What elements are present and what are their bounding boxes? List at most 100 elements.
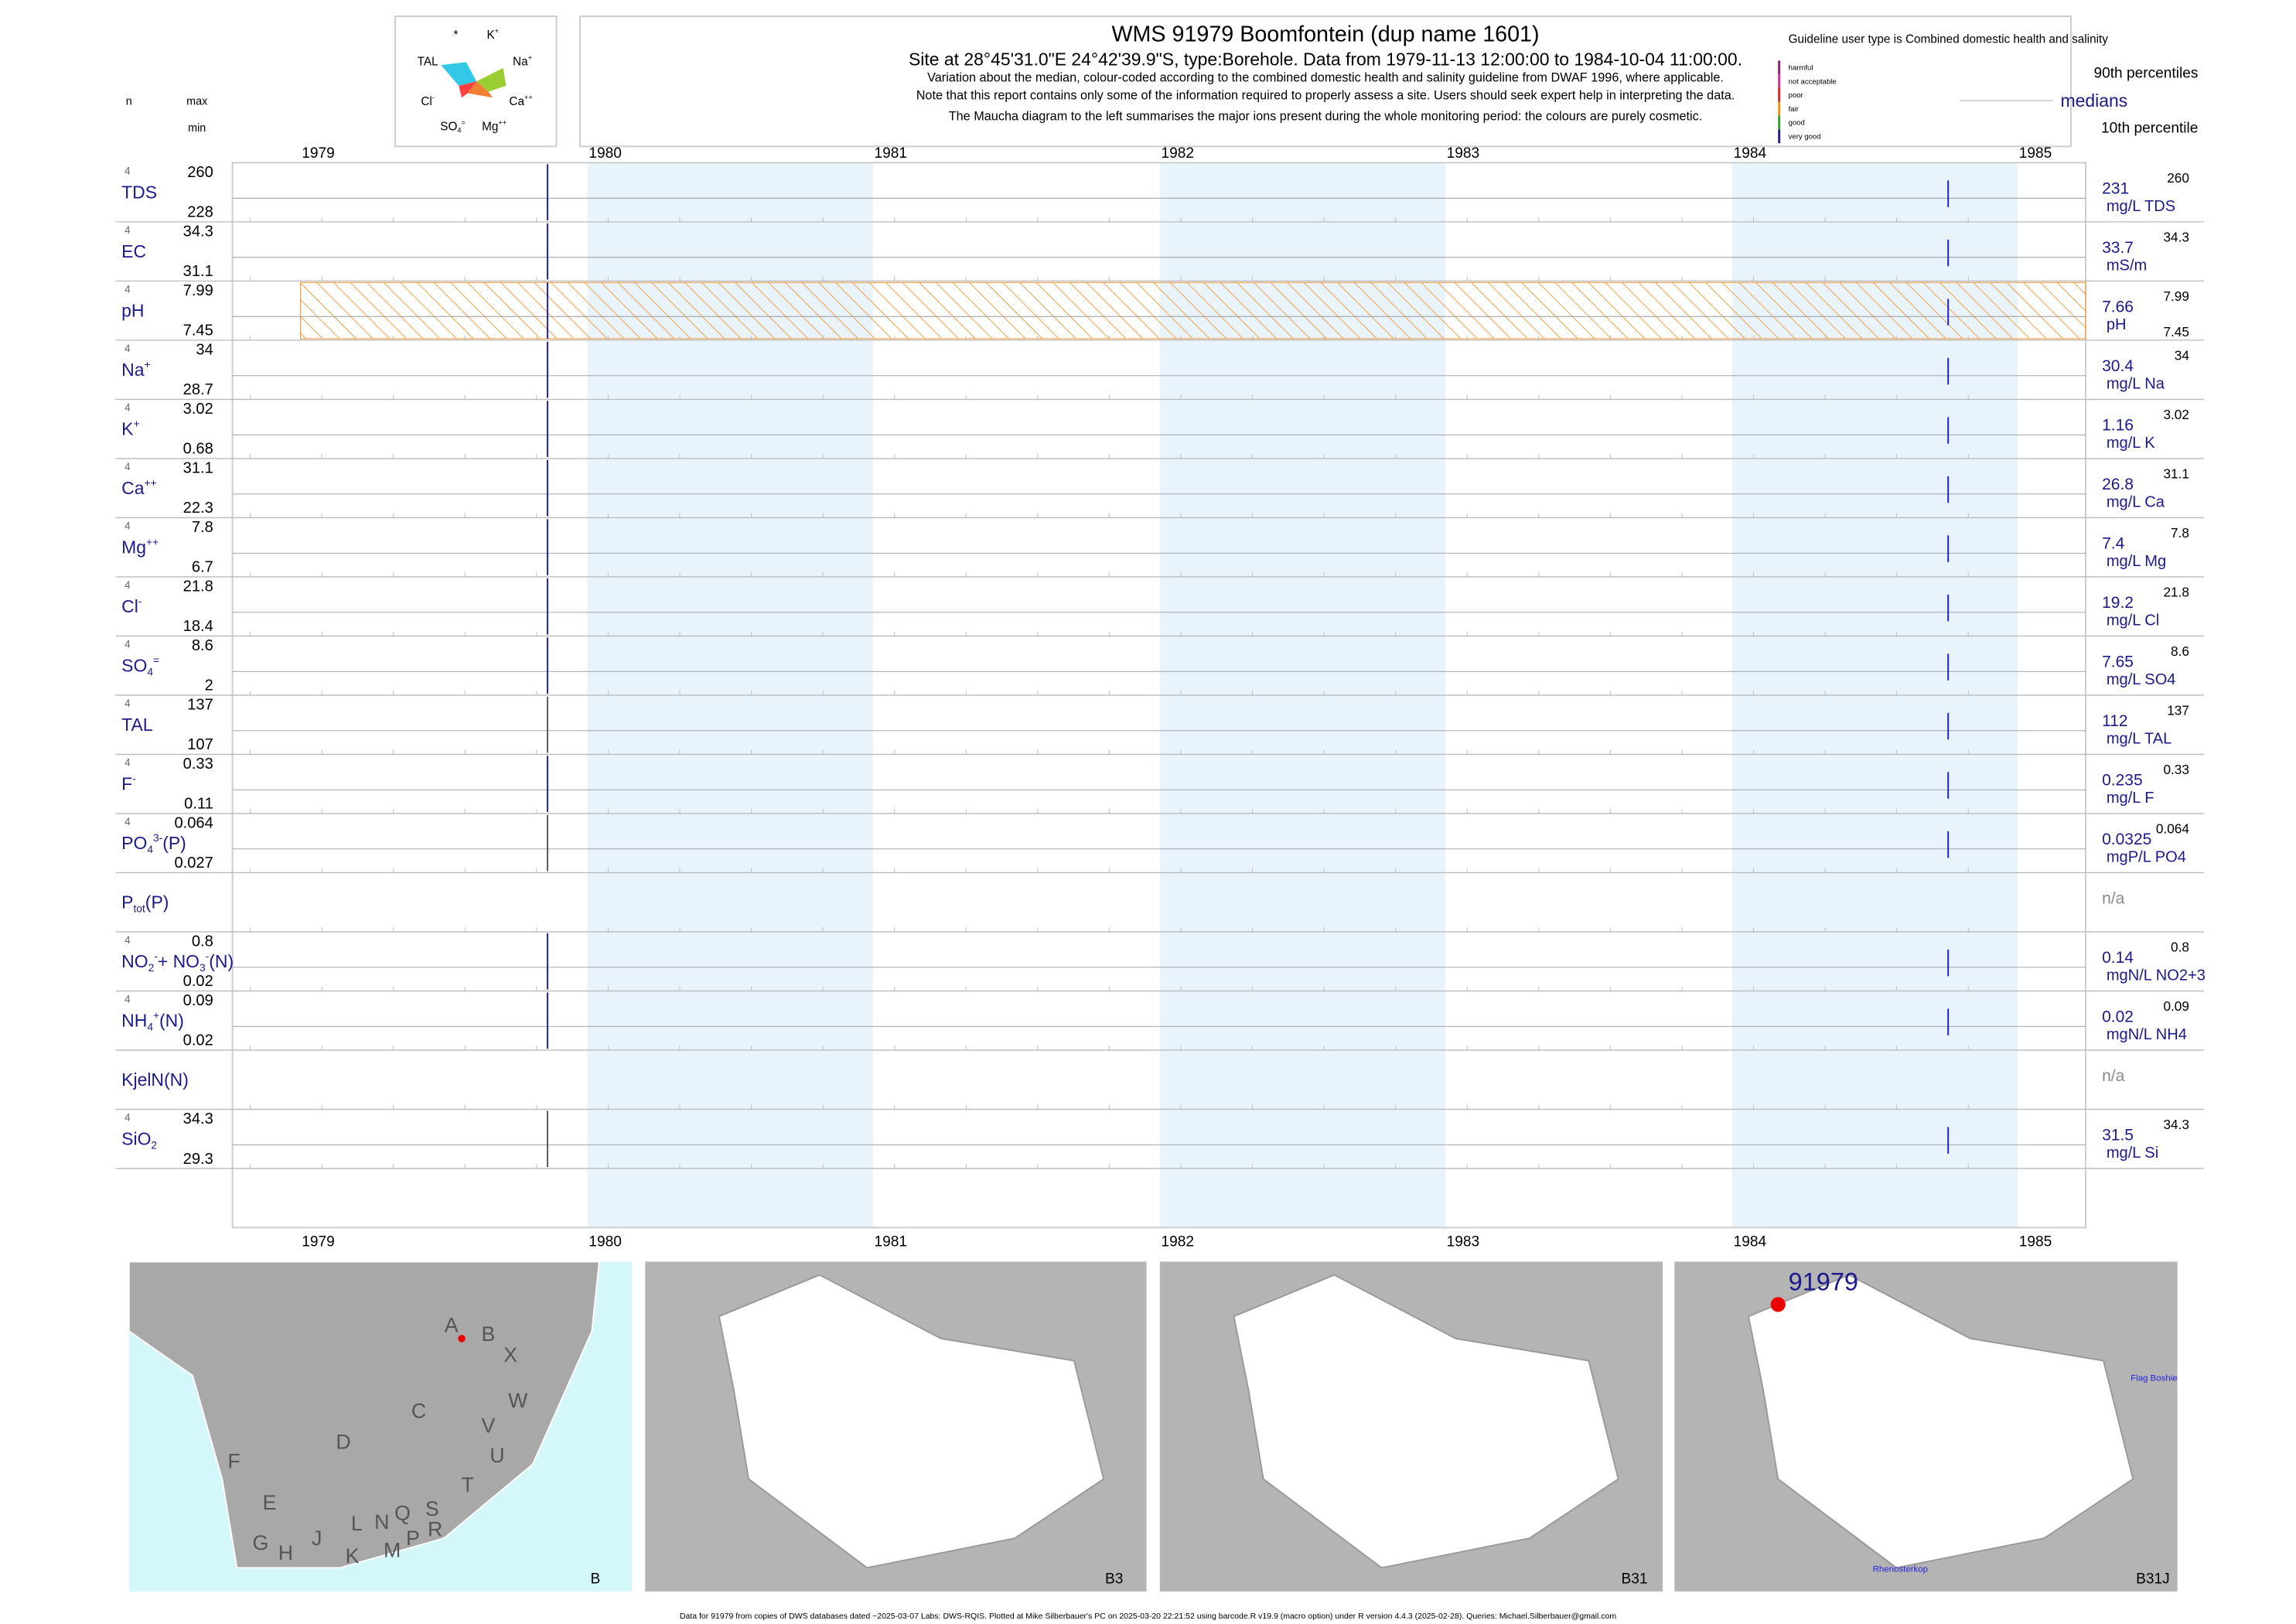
- median: 19.2: [2102, 594, 2134, 612]
- year-label: 1982: [1161, 145, 1194, 162]
- min: 107: [187, 736, 213, 753]
- region-letter: M: [384, 1538, 401, 1561]
- max: 7.8: [192, 519, 213, 536]
- year-label: 1985: [2019, 145, 2052, 162]
- max: 0.33: [183, 756, 213, 773]
- year-label: 1985: [2019, 1234, 2052, 1250]
- n-count: 4: [125, 165, 131, 176]
- site-label: 91979: [1789, 1268, 1858, 1296]
- label-part: 4: [457, 127, 461, 135]
- class-swatch: [1778, 87, 1781, 102]
- region-letter: V: [482, 1414, 496, 1438]
- min: 0.11: [184, 796, 213, 813]
- site-dot: [1770, 1297, 1786, 1312]
- footer: Data for 91979 from copies of DWS databa…: [680, 1612, 1616, 1621]
- region-letter: F: [227, 1450, 240, 1473]
- right-max: 7.8: [2171, 525, 2189, 541]
- max: 0.8: [192, 933, 213, 950]
- min: 18.4: [183, 618, 213, 635]
- place: Flag Boshie: [2131, 1374, 2178, 1383]
- min: 7.45: [183, 322, 213, 339]
- right-max: 0.8: [2171, 940, 2189, 955]
- unit: mg/L SO4: [2107, 671, 2176, 688]
- min: 2: [205, 677, 213, 694]
- region-letter: H: [278, 1541, 293, 1564]
- row-label: TDS: [121, 183, 157, 203]
- year-label: 1979: [302, 1234, 335, 1250]
- n-count: 4: [125, 224, 131, 236]
- maucha-label: *: [453, 29, 458, 42]
- site-dot: [458, 1335, 466, 1343]
- region-letter: C: [411, 1400, 426, 1423]
- right-max: 34: [2175, 347, 2190, 363]
- note: The Maucha diagram to the left summarise…: [949, 109, 1703, 123]
- label-part: PO: [121, 833, 147, 853]
- median: 30.4: [2102, 357, 2134, 375]
- region-letter: Q: [394, 1502, 411, 1525]
- label-part: NO: [121, 951, 148, 971]
- year-label: 1982: [1161, 1234, 1194, 1250]
- median: 0.14: [2102, 949, 2134, 967]
- max: 0.064: [175, 815, 213, 832]
- map-catchment: [1233, 1274, 1619, 1569]
- min: 28.7: [183, 381, 213, 398]
- label-part: TAL: [121, 715, 152, 735]
- unit: mg/L F: [2107, 790, 2154, 807]
- region-letter: U: [490, 1444, 504, 1467]
- max: 3.02: [183, 401, 213, 418]
- region-letter: E: [263, 1491, 277, 1514]
- unit: mgN/L NO2+3: [2107, 967, 2206, 984]
- n-head: n: [126, 96, 132, 108]
- right-max: 260: [2167, 170, 2189, 186]
- class-label: harmful: [1789, 64, 1813, 73]
- label-part: P: [121, 892, 133, 913]
- n-count: 4: [125, 343, 131, 354]
- n-count: 4: [125, 638, 131, 650]
- max: 21.8: [183, 578, 213, 595]
- row-label: F-: [121, 773, 136, 794]
- row-label: TAL: [121, 715, 152, 735]
- year-label: 1984: [1734, 145, 1767, 162]
- row-label: K+: [121, 418, 139, 439]
- place: Rhenosterkop: [1873, 1564, 1928, 1574]
- label-part: (P): [145, 892, 169, 913]
- median: 26.8: [2102, 476, 2134, 493]
- class-swatch: [1778, 101, 1781, 116]
- row-label: SO4=: [121, 655, 159, 678]
- year-label: 1983: [1447, 145, 1480, 162]
- label-part: (N): [159, 1011, 184, 1031]
- maucha-shape: [467, 81, 493, 98]
- label-part: tot: [133, 903, 145, 915]
- right-max: 34.3: [2163, 229, 2189, 244]
- right-min: 7.45: [2163, 324, 2189, 339]
- min: 0.02: [183, 1032, 213, 1049]
- n-count: 4: [125, 283, 131, 295]
- row-label: Ca++: [121, 477, 156, 498]
- maucha-label: SO4=: [440, 119, 466, 135]
- region-letter: P: [406, 1527, 420, 1550]
- row-label: pH: [121, 301, 144, 321]
- label-part: =: [153, 655, 159, 667]
- region-letter: A: [445, 1314, 459, 1337]
- max: 137: [187, 697, 213, 714]
- year-label: 1981: [874, 1234, 907, 1250]
- label-part: 2: [151, 1140, 157, 1151]
- unit: mg/L Mg: [2107, 553, 2166, 570]
- map-land: [128, 1261, 601, 1569]
- maucha-label: TAL: [418, 55, 438, 68]
- label-part: 4: [147, 667, 153, 678]
- region-letter: W: [508, 1389, 528, 1412]
- median: 7.65: [2102, 653, 2134, 670]
- label-part: +: [133, 418, 139, 430]
- row-label: PO43-(P): [121, 832, 186, 855]
- label-part: -: [206, 950, 210, 962]
- region-letter: G: [253, 1531, 269, 1554]
- median: 231: [2102, 179, 2129, 197]
- median: 0.235: [2102, 771, 2143, 789]
- subtitle: Site at 28°45'31.0"E 24°42'39.9"S, type:…: [909, 49, 1742, 69]
- region-letter: L: [351, 1512, 363, 1535]
- label-part: (N): [209, 951, 234, 971]
- label-part: SO: [121, 656, 147, 676]
- region-letter: T: [462, 1473, 474, 1496]
- label-part: -: [154, 950, 158, 962]
